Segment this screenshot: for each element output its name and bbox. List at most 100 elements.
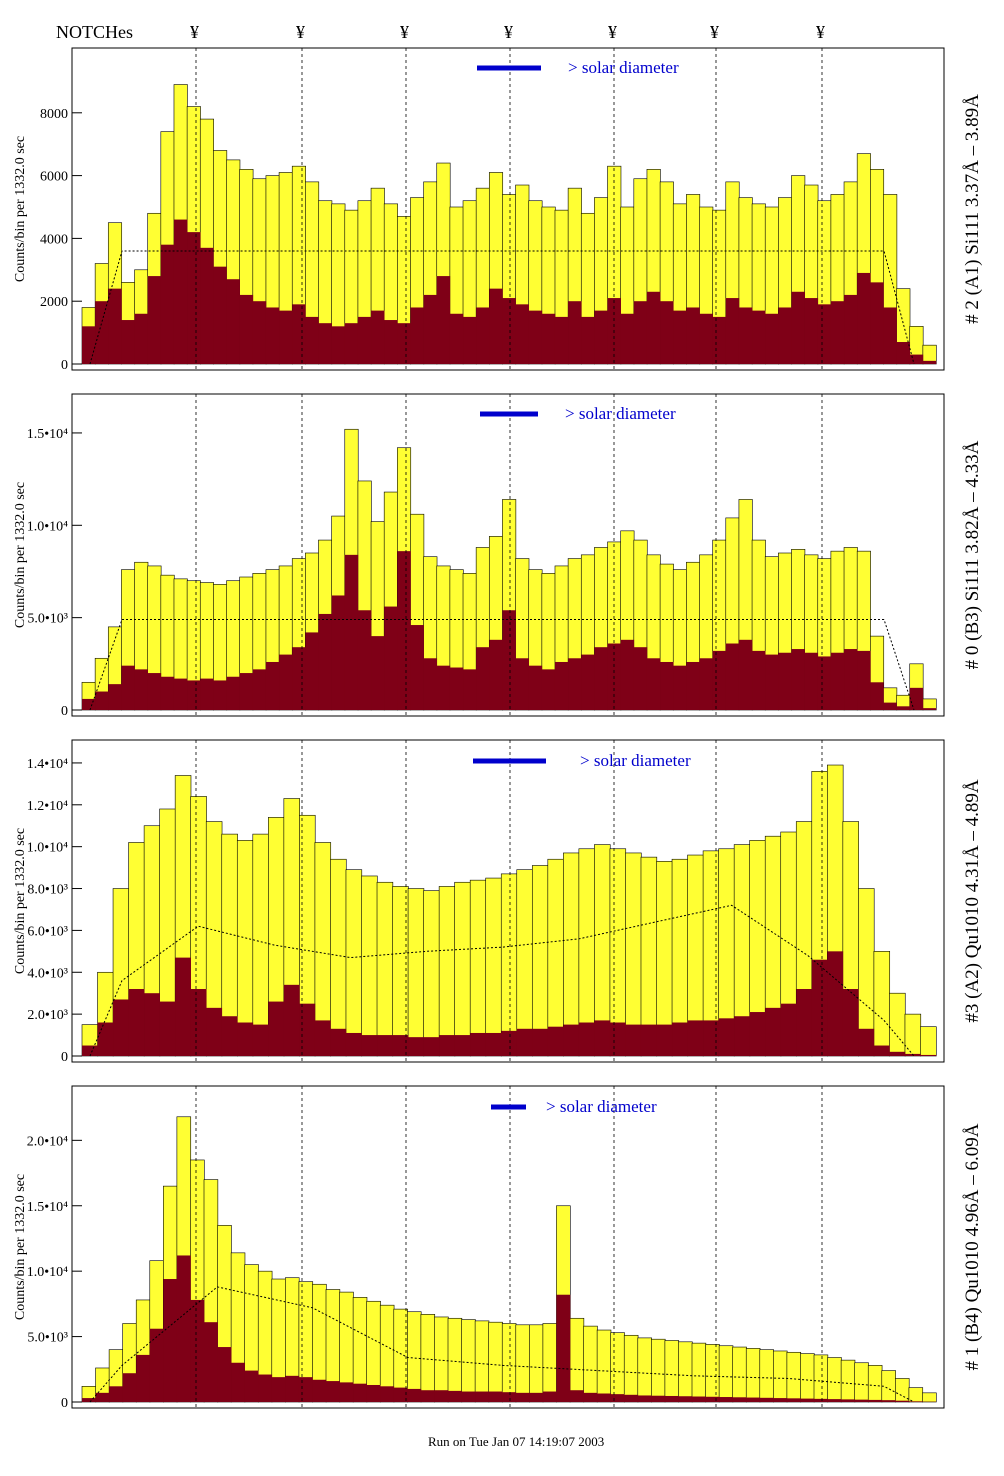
dark-bar [759, 1397, 774, 1402]
total-bar [330, 858, 347, 1057]
model-curve [89, 1286, 915, 1403]
dark-bar [686, 661, 700, 710]
run-timestamp: Run on Tue Jan 07 14:19:07 2003 [428, 1434, 604, 1449]
total-bar [651, 1338, 666, 1403]
dark-bar [461, 1391, 476, 1402]
dark-bar [226, 279, 240, 364]
dark-bar [712, 650, 727, 710]
y-tick-label: 1.5•10⁴ [27, 1200, 68, 1215]
dark-bar [339, 1382, 354, 1403]
dark-bar [217, 1347, 232, 1402]
dark-bar [200, 247, 214, 364]
dark-bar [749, 1012, 766, 1056]
total-bar [423, 890, 440, 1057]
total-bar [515, 1324, 530, 1403]
dark-bar [213, 266, 227, 364]
total-bar [908, 1387, 924, 1403]
dark-bar [857, 272, 871, 364]
dark-bar [366, 1384, 381, 1402]
total-bar [691, 1342, 707, 1403]
total-bar [531, 865, 549, 1057]
dark-bar [95, 301, 109, 364]
dark-bar [265, 661, 280, 710]
dark-bar [97, 1022, 114, 1056]
y-tick-label: 2000 [40, 295, 68, 310]
dark-bar [765, 1007, 782, 1056]
dark-bar [660, 661, 674, 710]
plot-frame [71, 393, 945, 717]
dark-bar [922, 360, 937, 364]
dark-bar [594, 647, 608, 710]
dark-bar [532, 1028, 549, 1056]
dark-bar [190, 989, 207, 1056]
dark-bar [226, 676, 240, 710]
y-tick-label: 8000 [40, 107, 68, 122]
panel-2: 0 5.0•10³ 1.0•10⁴ 1.5•10⁴ Counts/bin per 133… [13, 393, 983, 719]
dark-bar [570, 1390, 584, 1402]
dark-bar [361, 1035, 378, 1056]
dark-bar [485, 1032, 502, 1056]
plot-frame [71, 1085, 945, 1409]
dark-bar [896, 342, 911, 364]
dark-bar [873, 1045, 890, 1056]
dark-bar [568, 301, 582, 364]
dark-bar [357, 316, 372, 364]
total-bar [345, 869, 363, 1057]
dark-bar [516, 1028, 533, 1056]
total-bar [500, 873, 518, 1057]
dark-bar [554, 661, 569, 710]
dark-bar [108, 684, 122, 710]
total-bar [786, 1351, 802, 1403]
dark-bar [436, 276, 451, 364]
dark-bar [176, 1255, 191, 1402]
dark-bar [134, 669, 148, 710]
dark-bar [231, 1362, 245, 1402]
dark-bar [82, 698, 96, 710]
notch-mark-5: ¥ [608, 22, 617, 42]
dark-bar [463, 669, 477, 710]
y-tick-label: 1.5•10⁴ [27, 427, 68, 442]
dark-bar [651, 1395, 666, 1402]
notch-mark-3: ¥ [400, 22, 409, 42]
dark-bar [678, 1396, 693, 1402]
dark-bar [285, 1375, 300, 1402]
total-bar [438, 886, 456, 1057]
total-bar [623, 1334, 639, 1403]
y-tick-label: 8.0•10³ [27, 883, 68, 898]
total-bar [920, 1026, 937, 1057]
dark-bar [470, 1032, 487, 1056]
total-bar [461, 1319, 476, 1403]
dark-bar [314, 1020, 331, 1056]
total-bar [854, 1362, 869, 1403]
dark-bar [909, 354, 924, 364]
panel-3: 0 2.0•10³ 4.0•10³ 6.0•10³ 8.0•10³ 1.0•10⁴ 1.2•… [13, 739, 983, 1065]
dark-bar [725, 643, 740, 710]
dark-bar [547, 1026, 564, 1056]
dark-bar [345, 1032, 362, 1056]
legend-label: > solar diameter [580, 751, 691, 770]
dark-bar [734, 1016, 750, 1056]
dark-bar [252, 301, 267, 364]
dark-bar [870, 682, 884, 710]
dark-bar [258, 1374, 273, 1402]
dark-bar [528, 665, 543, 710]
dark-bar [410, 307, 424, 364]
dark-bar [95, 1392, 110, 1402]
dark-bar [204, 1322, 218, 1402]
dark-bar [190, 1299, 205, 1402]
total-bar [922, 1392, 937, 1403]
dark-bar [271, 1377, 286, 1402]
dark-bar [434, 1390, 449, 1402]
dark-bar [298, 1377, 313, 1402]
notch-mark-6: ¥ [710, 22, 719, 42]
dark-bar [326, 1381, 340, 1402]
dark-bar [268, 1001, 285, 1056]
dark-bar [857, 650, 871, 710]
dark-bar [407, 1388, 422, 1402]
y-tick-label: 1.4•10⁴ [27, 757, 68, 772]
y-tick-label: 1.0•10⁴ [27, 841, 68, 856]
dark-bar [299, 1003, 316, 1056]
dark-bar [159, 1001, 176, 1056]
dark-bar [780, 1003, 797, 1056]
dark-bar [318, 613, 332, 710]
